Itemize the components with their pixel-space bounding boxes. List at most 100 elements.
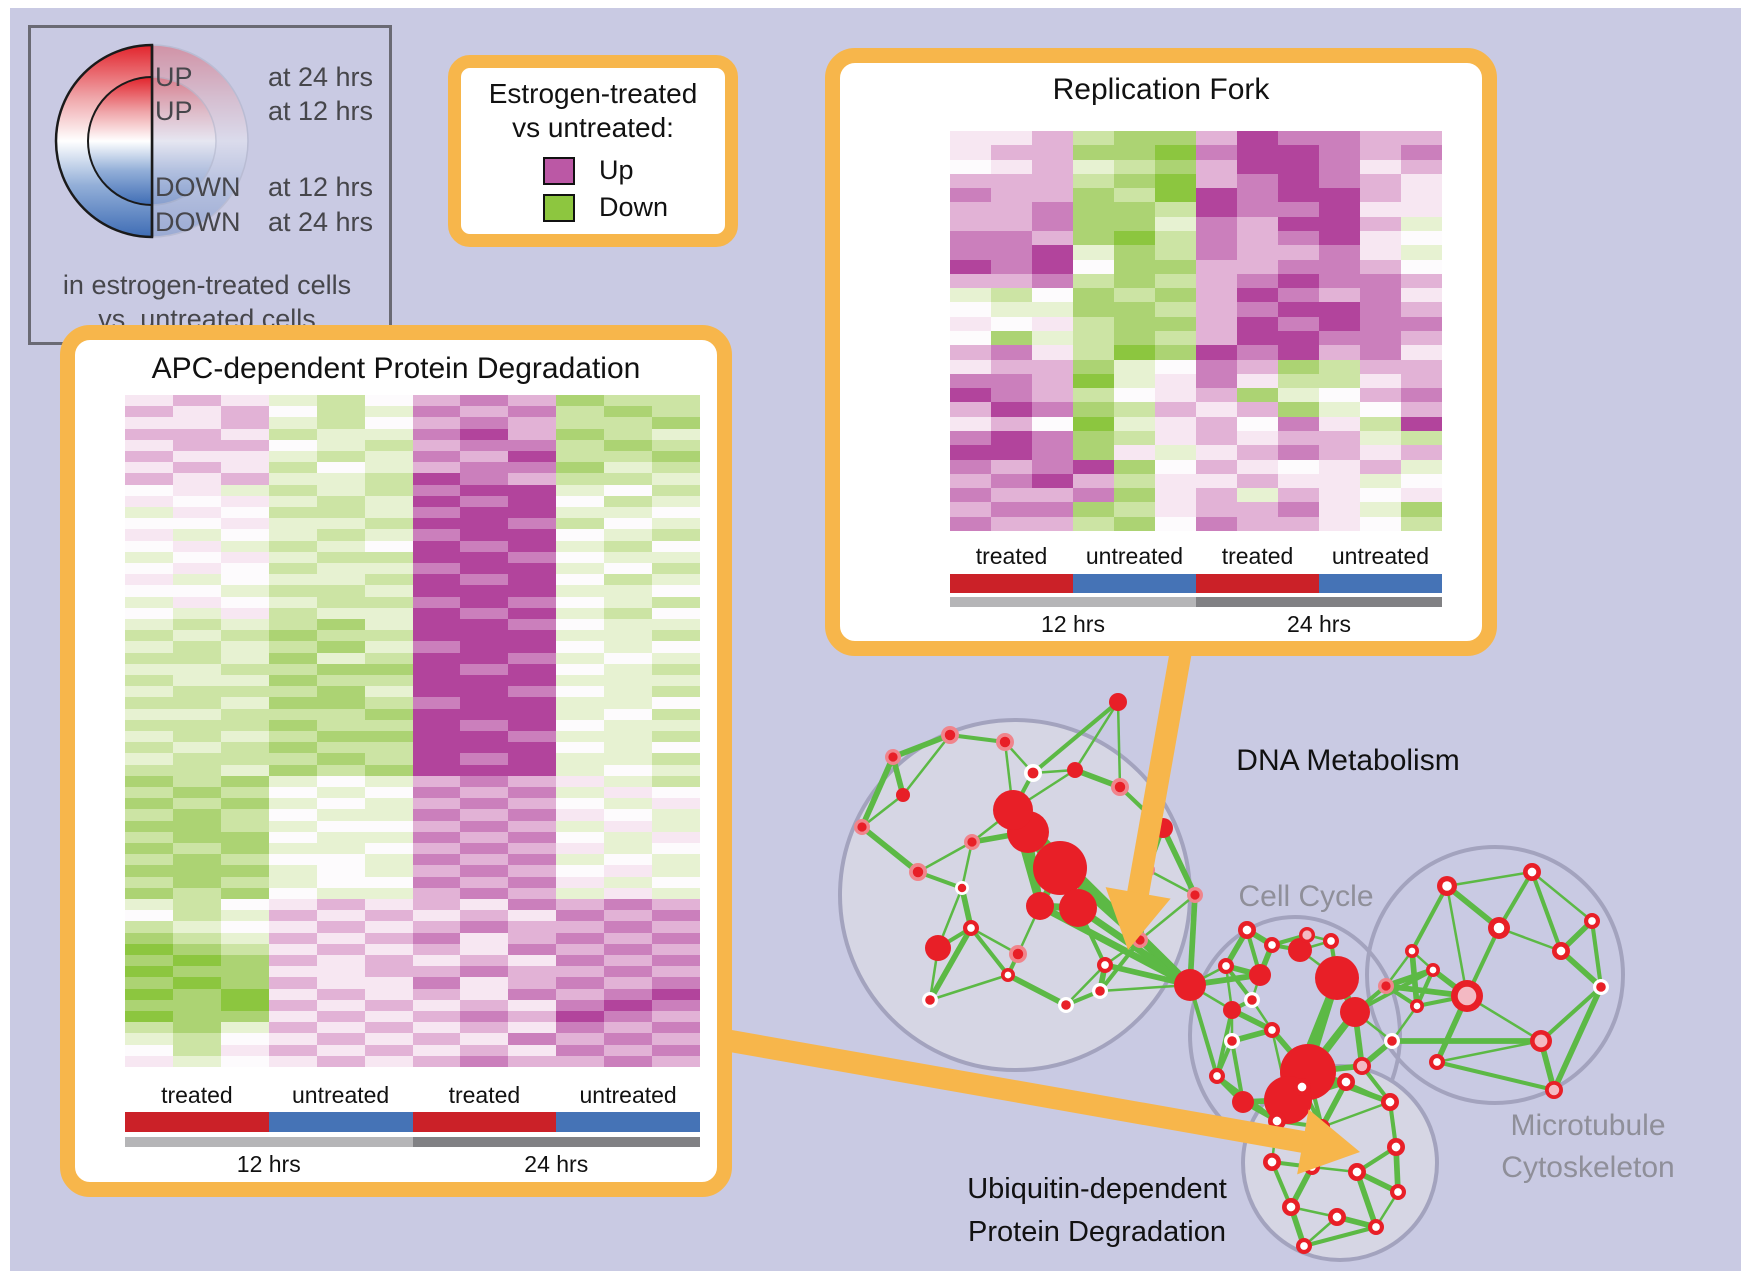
heatmap-cell (556, 977, 605, 989)
heatmap-cell (1155, 202, 1196, 217)
heatmap-cell (604, 842, 653, 855)
heatmap-cell (1278, 245, 1319, 260)
heatmap-cell (604, 820, 653, 832)
heatmap-cell (460, 898, 509, 911)
heatmap-cell (652, 663, 700, 675)
network-edge (1147, 868, 1196, 897)
treatment-label: treated (161, 1082, 233, 1108)
heatmap-cell (172, 428, 221, 440)
heatmap-cell (1196, 131, 1237, 146)
heatmap-cell (556, 686, 605, 698)
heatmap-cell (508, 506, 557, 519)
heatmap-cell (556, 854, 605, 866)
heatmap-cell (125, 730, 173, 743)
heatmap-cell (460, 1044, 509, 1056)
heatmap-cell (556, 742, 605, 754)
heatmap-cell (268, 697, 317, 709)
heatmap-cell (316, 809, 365, 821)
heatmap-cell (604, 719, 653, 731)
heatmap-cell (460, 484, 509, 496)
heatmap-cell (1114, 145, 1155, 160)
heatmap-cell (1360, 502, 1401, 517)
heatmap-cell (172, 574, 221, 586)
heatmap-cell (604, 428, 653, 440)
network-edge (1436, 1039, 1542, 1064)
heatmap-cell (1401, 302, 1442, 317)
heatmap-cell (1237, 359, 1278, 374)
heatmap-cell (220, 742, 269, 754)
heatmap-cell (268, 1010, 317, 1023)
heatmap-cell (268, 641, 317, 653)
heatmap-cell (460, 652, 509, 664)
heatmap-cell (412, 842, 461, 855)
heatmap-cell (364, 1022, 413, 1034)
heatmap-cell (991, 288, 1032, 303)
up-24-time: at 24 hrs (267, 62, 373, 92)
heatmap-cell (1073, 502, 1114, 517)
network-edge (949, 732, 1006, 745)
heatmap-cell (508, 551, 557, 563)
apc-treatment-bar (125, 1112, 700, 1132)
heatmap-cell (604, 596, 653, 608)
heatmap-cell (556, 910, 605, 922)
heatmap-cell (220, 1055, 269, 1067)
heatmap-cell (220, 529, 269, 541)
heatmap-cell (412, 999, 461, 1011)
heatmap-cell (125, 798, 173, 810)
heatmap-cell (1073, 373, 1114, 389)
heatmap-cell (652, 876, 700, 888)
heatmap-cell (652, 865, 700, 877)
heatmap-cell (1319, 316, 1360, 331)
heatmap-cell (1401, 173, 1442, 189)
heatmap-cell (364, 540, 413, 552)
heatmap-cell (316, 898, 365, 911)
heatmap-cell (1032, 345, 1073, 360)
heatmap-cell (125, 529, 173, 541)
heatmap-cell (604, 910, 653, 922)
heatmap-cell (364, 484, 413, 496)
heatmap-cell (125, 406, 173, 418)
heatmap-cell (1319, 502, 1360, 517)
heatmap-cell (220, 641, 269, 653)
heatmap-cell (1196, 173, 1237, 189)
network-node (993, 790, 1033, 830)
heatmap-cell (364, 798, 413, 810)
heatmap-cell (950, 388, 991, 403)
heatmap-cell (412, 663, 461, 675)
heatmap-cell (652, 932, 700, 944)
heatmap-cell (412, 798, 461, 810)
heatmap-cell (508, 742, 557, 754)
heatmap-cell (220, 506, 269, 519)
heatmap-cell (316, 484, 365, 496)
heatmap-cell (1237, 173, 1278, 189)
heatmap-cell (950, 473, 991, 489)
heatmap-cell (460, 618, 509, 631)
heatmap-cell (1032, 459, 1073, 474)
network-edge (1445, 885, 1469, 997)
heatmap-cell (1032, 216, 1073, 231)
heatmap-cell (508, 495, 557, 507)
heatmap-cell (604, 585, 653, 597)
heatmap-cell (604, 663, 653, 675)
heatmap-cell (508, 529, 557, 541)
heatmap-cell (268, 842, 317, 855)
heatmap-cell (1196, 459, 1237, 474)
heatmap-cell (364, 406, 413, 418)
heatmap-cell (460, 943, 509, 955)
heatmap-cell (412, 697, 461, 709)
heatmap-cell (991, 173, 1032, 189)
heatmap-cell (652, 506, 700, 519)
heatmap-cell (508, 428, 557, 440)
network-node (1340, 997, 1370, 1027)
heatmap-cell (172, 674, 221, 687)
treated-bar-segment (125, 1112, 269, 1132)
heatmap-cell (556, 753, 605, 765)
heatmap-cell (1278, 259, 1319, 274)
heatmap-cell (316, 764, 365, 776)
heatmap-cell (1360, 402, 1401, 417)
heatmap-cell (508, 417, 557, 429)
heatmap-cell (1319, 445, 1360, 460)
heatmap-cell (1319, 302, 1360, 317)
heatmap-cell (412, 630, 461, 642)
